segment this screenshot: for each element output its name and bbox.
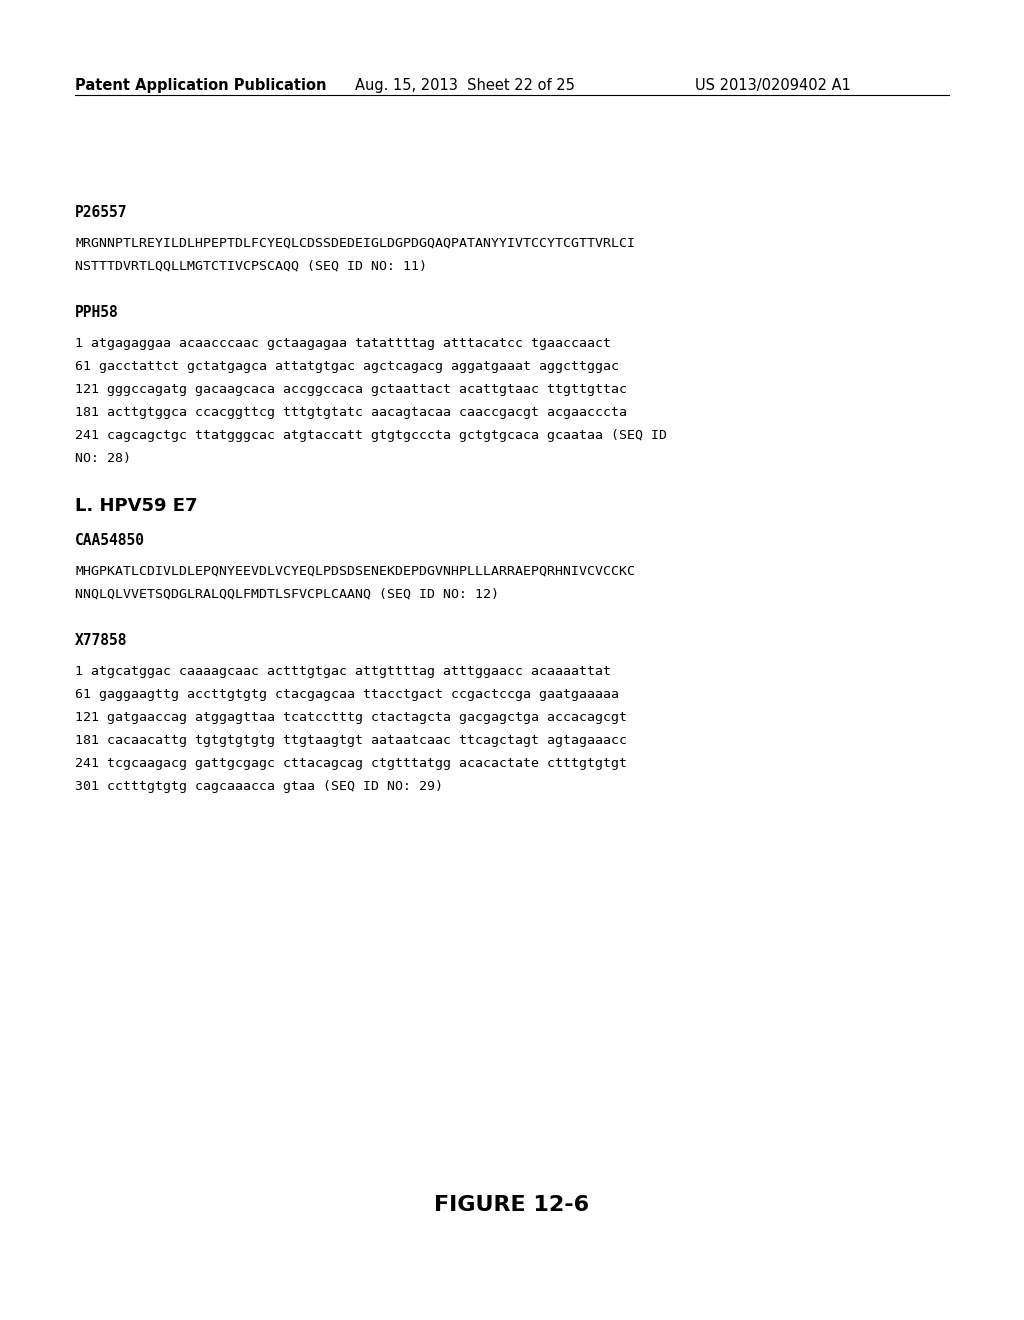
Text: US 2013/0209402 A1: US 2013/0209402 A1 <box>695 78 851 92</box>
Text: P26557: P26557 <box>75 205 128 220</box>
Text: 61 gaggaagttg accttgtgtg ctacgagcaa ttacctgact ccgactccga gaatgaaaaa: 61 gaggaagttg accttgtgtg ctacgagcaa ttac… <box>75 688 618 701</box>
Text: 121 gatgaaccag atggagttaa tcatcctttg ctactagcta gacgagctga accacagcgt: 121 gatgaaccag atggagttaa tcatcctttg cta… <box>75 711 627 723</box>
Text: Patent Application Publication: Patent Application Publication <box>75 78 327 92</box>
Text: CAA54850: CAA54850 <box>75 533 145 548</box>
Text: 181 cacaacattg tgtgtgtgtg ttgtaagtgt aataatcaac ttcagctagt agtagaaacc: 181 cacaacattg tgtgtgtgtg ttgtaagtgt aat… <box>75 734 627 747</box>
Text: 1 atgcatggac caaaagcaac actttgtgac attgttttag atttggaacc acaaaattat: 1 atgcatggac caaaagcaac actttgtgac attgt… <box>75 665 611 678</box>
Text: 1 atgagaggaa acaacccaac gctaagagaa tatattttag atttacatcc tgaaccaact: 1 atgagaggaa acaacccaac gctaagagaa tatat… <box>75 337 611 350</box>
Text: NO: 28): NO: 28) <box>75 451 131 465</box>
Text: 241 tcgcaagacg gattgcgagc cttacagcag ctgtttatgg acacactate ctttgtgtgt: 241 tcgcaagacg gattgcgagc cttacagcag ctg… <box>75 756 627 770</box>
Text: 181 acttgtggca ccacggttcg tttgtgtatc aacagtacaa caaccgacgt acgaacccta: 181 acttgtggca ccacggttcg tttgtgtatc aac… <box>75 407 627 418</box>
Text: 301 cctttgtgtg cagcaaacca gtaa (SEQ ID NO: 29): 301 cctttgtgtg cagcaaacca gtaa (SEQ ID N… <box>75 780 443 793</box>
Text: 121 gggccagatg gacaagcaca accggccaca gctaattact acattgtaac ttgttgttac: 121 gggccagatg gacaagcaca accggccaca gct… <box>75 383 627 396</box>
Text: NNQLQLVVETSQDGLRALQQLFMDTLSFVCPLCAANQ (SEQ ID NO: 12): NNQLQLVVETSQDGLRALQQLFMDTLSFVCPLCAANQ (S… <box>75 587 499 601</box>
Text: Aug. 15, 2013  Sheet 22 of 25: Aug. 15, 2013 Sheet 22 of 25 <box>355 78 574 92</box>
Text: FIGURE 12-6: FIGURE 12-6 <box>434 1195 590 1214</box>
Text: X77858: X77858 <box>75 634 128 648</box>
Text: NSTTTDVRTLQQLLMGTCTIVCPSCAQQ (SEQ ID NO: 11): NSTTTDVRTLQQLLMGTCTIVCPSCAQQ (SEQ ID NO:… <box>75 260 427 273</box>
Text: 61 gacctattct gctatgagca attatgtgac agctcagacg aggatgaaat aggcttggac: 61 gacctattct gctatgagca attatgtgac agct… <box>75 360 618 374</box>
Text: PPH58: PPH58 <box>75 305 119 319</box>
Text: 241 cagcagctgc ttatgggcac atgtaccatt gtgtgcccta gctgtgcaca gcaataa (SEQ ID: 241 cagcagctgc ttatgggcac atgtaccatt gtg… <box>75 429 667 442</box>
Text: MRGNNPTLREYILDLHPEPTDLFCYEQLCDSSDEDEIGLDGPDGQAQPATANYYIVTCCYTCGTTVRLCI: MRGNNPTLREYILDLHPEPTDLFCYEQLCDSSDEDEIGLD… <box>75 238 635 249</box>
Text: MHGPKATLCDIVLDLEPQNYEEVDLVCYEQLPDSDSENEKDEPDGVNHPLLLARRAEPQRHNIVCVCCKC: MHGPKATLCDIVLDLEPQNYEEVDLVCYEQLPDSDSENEK… <box>75 565 635 578</box>
Text: L. HPV59 E7: L. HPV59 E7 <box>75 498 198 515</box>
